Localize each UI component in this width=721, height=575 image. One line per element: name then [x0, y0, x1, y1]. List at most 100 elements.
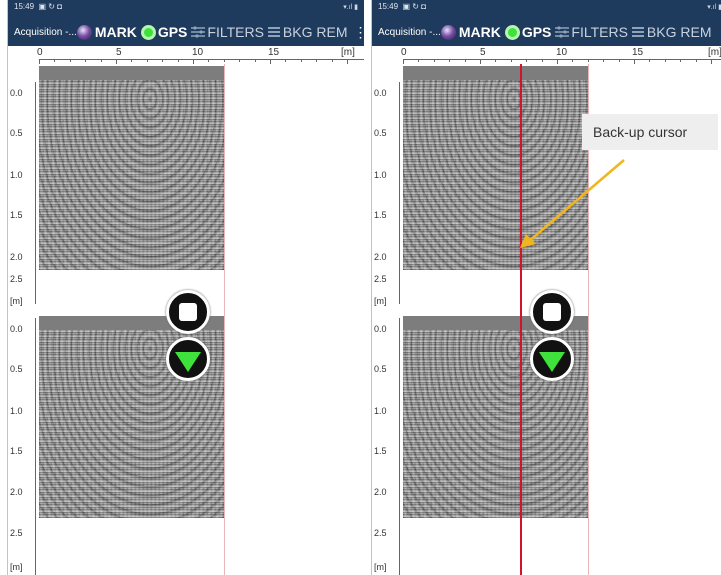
- ruler-unit: [m]: [708, 47, 721, 58]
- ruler-minor-tick: [146, 59, 148, 62]
- status-bar: 15:49 ▣ ↻ ◘ ▾.ıl ▮: [8, 0, 364, 18]
- depth-tick-label: 1.0: [374, 406, 387, 416]
- ruler-minor-tick: [270, 59, 271, 64]
- bkg-rem-button[interactable]: BKG REM: [631, 24, 712, 40]
- screen-title[interactable]: Acquisition -...: [14, 26, 77, 38]
- radar-traces: [403, 80, 588, 270]
- backup-cursor-line[interactable]: [520, 64, 522, 575]
- scroll-down-button[interactable]: [166, 337, 210, 381]
- depth-tick-label: 0.0: [374, 324, 387, 334]
- ruler-minor-tick: [557, 59, 558, 64]
- depth-tick-label: 2.5: [374, 528, 387, 538]
- ruler-minor-tick: [495, 59, 497, 62]
- ruler-minor-tick: [239, 59, 241, 62]
- ruler-tick-label: 10: [192, 47, 204, 58]
- ruler-minor-tick: [464, 59, 466, 62]
- depth-tick-label: 2.5: [10, 528, 23, 538]
- ruler-minor-tick: [208, 59, 210, 62]
- ruler-minor-tick: [433, 59, 435, 62]
- system-icons: ▾.ıl ▮: [343, 4, 358, 11]
- scroll-down-button[interactable]: [530, 337, 574, 381]
- filters-button[interactable]: FILTERS: [555, 24, 628, 40]
- ruler-tick-label: 5: [116, 47, 122, 58]
- depth-tick-label: 1.5: [10, 210, 23, 220]
- depth-tick-label: 0.0: [10, 324, 23, 334]
- ruler-minor-tick: [541, 59, 543, 62]
- depth-tick-label: 2.5: [374, 274, 387, 284]
- ruler-minor-tick: [603, 59, 605, 62]
- depth-tick-label: 0.5: [10, 128, 23, 138]
- stop-button[interactable]: [166, 290, 210, 334]
- depth-tick-label: 1.0: [10, 406, 23, 416]
- scan-end-line: [224, 64, 225, 575]
- depth-tick-label: 1.5: [374, 210, 387, 220]
- ruler-minor-tick: [285, 59, 287, 62]
- radargram-top[interactable]: [39, 66, 224, 270]
- ruler-minor-tick: [116, 59, 117, 64]
- depth-tick-label: 2.5: [10, 274, 23, 284]
- ruler-minor-tick: [695, 59, 697, 62]
- gallery-icon: ▣: [36, 2, 47, 11]
- overflow-menu-icon[interactable]: ⋮: [718, 24, 721, 41]
- overflow-menu-icon[interactable]: ⋮: [354, 24, 365, 41]
- depth-tick-label: 0.5: [374, 128, 387, 138]
- stop-button[interactable]: [530, 290, 574, 334]
- ruler-tick-label: 15: [632, 47, 644, 58]
- depth-tick-label: 0.0: [374, 88, 387, 98]
- gps-button[interactable]: GPS: [140, 24, 187, 40]
- ruler-minor-tick: [480, 59, 481, 64]
- distance-ruler: 0 5 10 15 [m]: [372, 46, 721, 64]
- refresh-icon: ↻: [48, 2, 55, 11]
- backup-cursor-callout: Back-up cursor: [582, 114, 718, 150]
- depth-axis-line: [35, 82, 36, 304]
- screen-title[interactable]: Acquisition -...: [378, 26, 441, 38]
- distance-ruler: 0 5 10 15 [m]: [8, 46, 364, 64]
- mark-button[interactable]: MARK: [76, 24, 137, 40]
- left-screenshot: 15:49 ▣ ↻ ◘ ▾.ıl ▮ Acquisition -... MARK…: [7, 0, 364, 575]
- ruler-minor-tick: [403, 59, 404, 64]
- annotation-arrow-icon: [520, 159, 625, 248]
- depth-tick-label: 1.0: [374, 170, 387, 180]
- ruler-minor-tick: [526, 59, 528, 62]
- air-band: [39, 66, 224, 80]
- triangle-down-icon: [539, 351, 565, 372]
- ruler-minor-tick: [223, 59, 225, 62]
- radargram-top[interactable]: [403, 66, 588, 270]
- ruler-minor-tick: [347, 59, 348, 64]
- ruler-minor-tick: [572, 59, 574, 62]
- ruler-minor-tick: [100, 59, 102, 62]
- depth-axis-bottom: 0.0 0.5 1.0 1.5 2.0 2.5 [m]: [372, 304, 403, 575]
- ruler-tick-label: 0: [401, 47, 407, 58]
- status-time: 15:49: [378, 2, 399, 11]
- bkg-rem-button[interactable]: BKG REM: [267, 24, 348, 40]
- depth-tick-label: 0.5: [10, 364, 23, 374]
- status-bar: 15:49 ▣ ↻ ◘ ▾.ıl ▮: [372, 0, 721, 18]
- ruler-unit: [m]: [341, 47, 355, 58]
- depth-axis-top: 0.0 0.5 1.0 1.5 2.0 2.5 [m]: [8, 64, 39, 306]
- stop-icon: [179, 303, 197, 321]
- stop-icon: [543, 303, 561, 321]
- status-time: 15:49: [14, 2, 35, 11]
- refresh-icon: ↻: [412, 2, 419, 11]
- ruler-minor-tick: [649, 59, 651, 62]
- depth-axis-top: 0.0 0.5 1.0 1.5 2.0 2.5 [m]: [372, 64, 403, 306]
- gps-button[interactable]: GPS: [504, 24, 551, 40]
- ruler-minor-tick: [316, 59, 318, 62]
- callout-text: Back-up cursor: [593, 124, 688, 140]
- depth-axis-bottom: 0.0 0.5 1.0 1.5 2.0 2.5 [m]: [8, 304, 39, 575]
- ruler-minor-tick: [634, 59, 635, 64]
- radar-traces: [39, 80, 224, 270]
- app-toolbar: Acquisition -... MARK GPS FILTERS BKG RE…: [372, 18, 721, 46]
- depth-tick-label: 2.0: [10, 252, 23, 262]
- mark-button[interactable]: MARK: [440, 24, 501, 40]
- ruler-line: [39, 59, 364, 60]
- ruler-minor-tick: [254, 59, 256, 62]
- ruler-minor-tick: [618, 59, 620, 62]
- filters-button[interactable]: FILTERS: [191, 24, 264, 40]
- depth-tick-label: 2.0: [10, 487, 23, 497]
- ruler-tick-label: 10: [556, 47, 568, 58]
- ruler-minor-tick: [680, 59, 682, 62]
- ruler-minor-tick: [331, 59, 333, 62]
- right-screenshot: 15:49 ▣ ↻ ◘ ▾.ıl ▮ Acquisition -... MARK…: [371, 0, 721, 575]
- ruler-minor-tick: [69, 59, 71, 62]
